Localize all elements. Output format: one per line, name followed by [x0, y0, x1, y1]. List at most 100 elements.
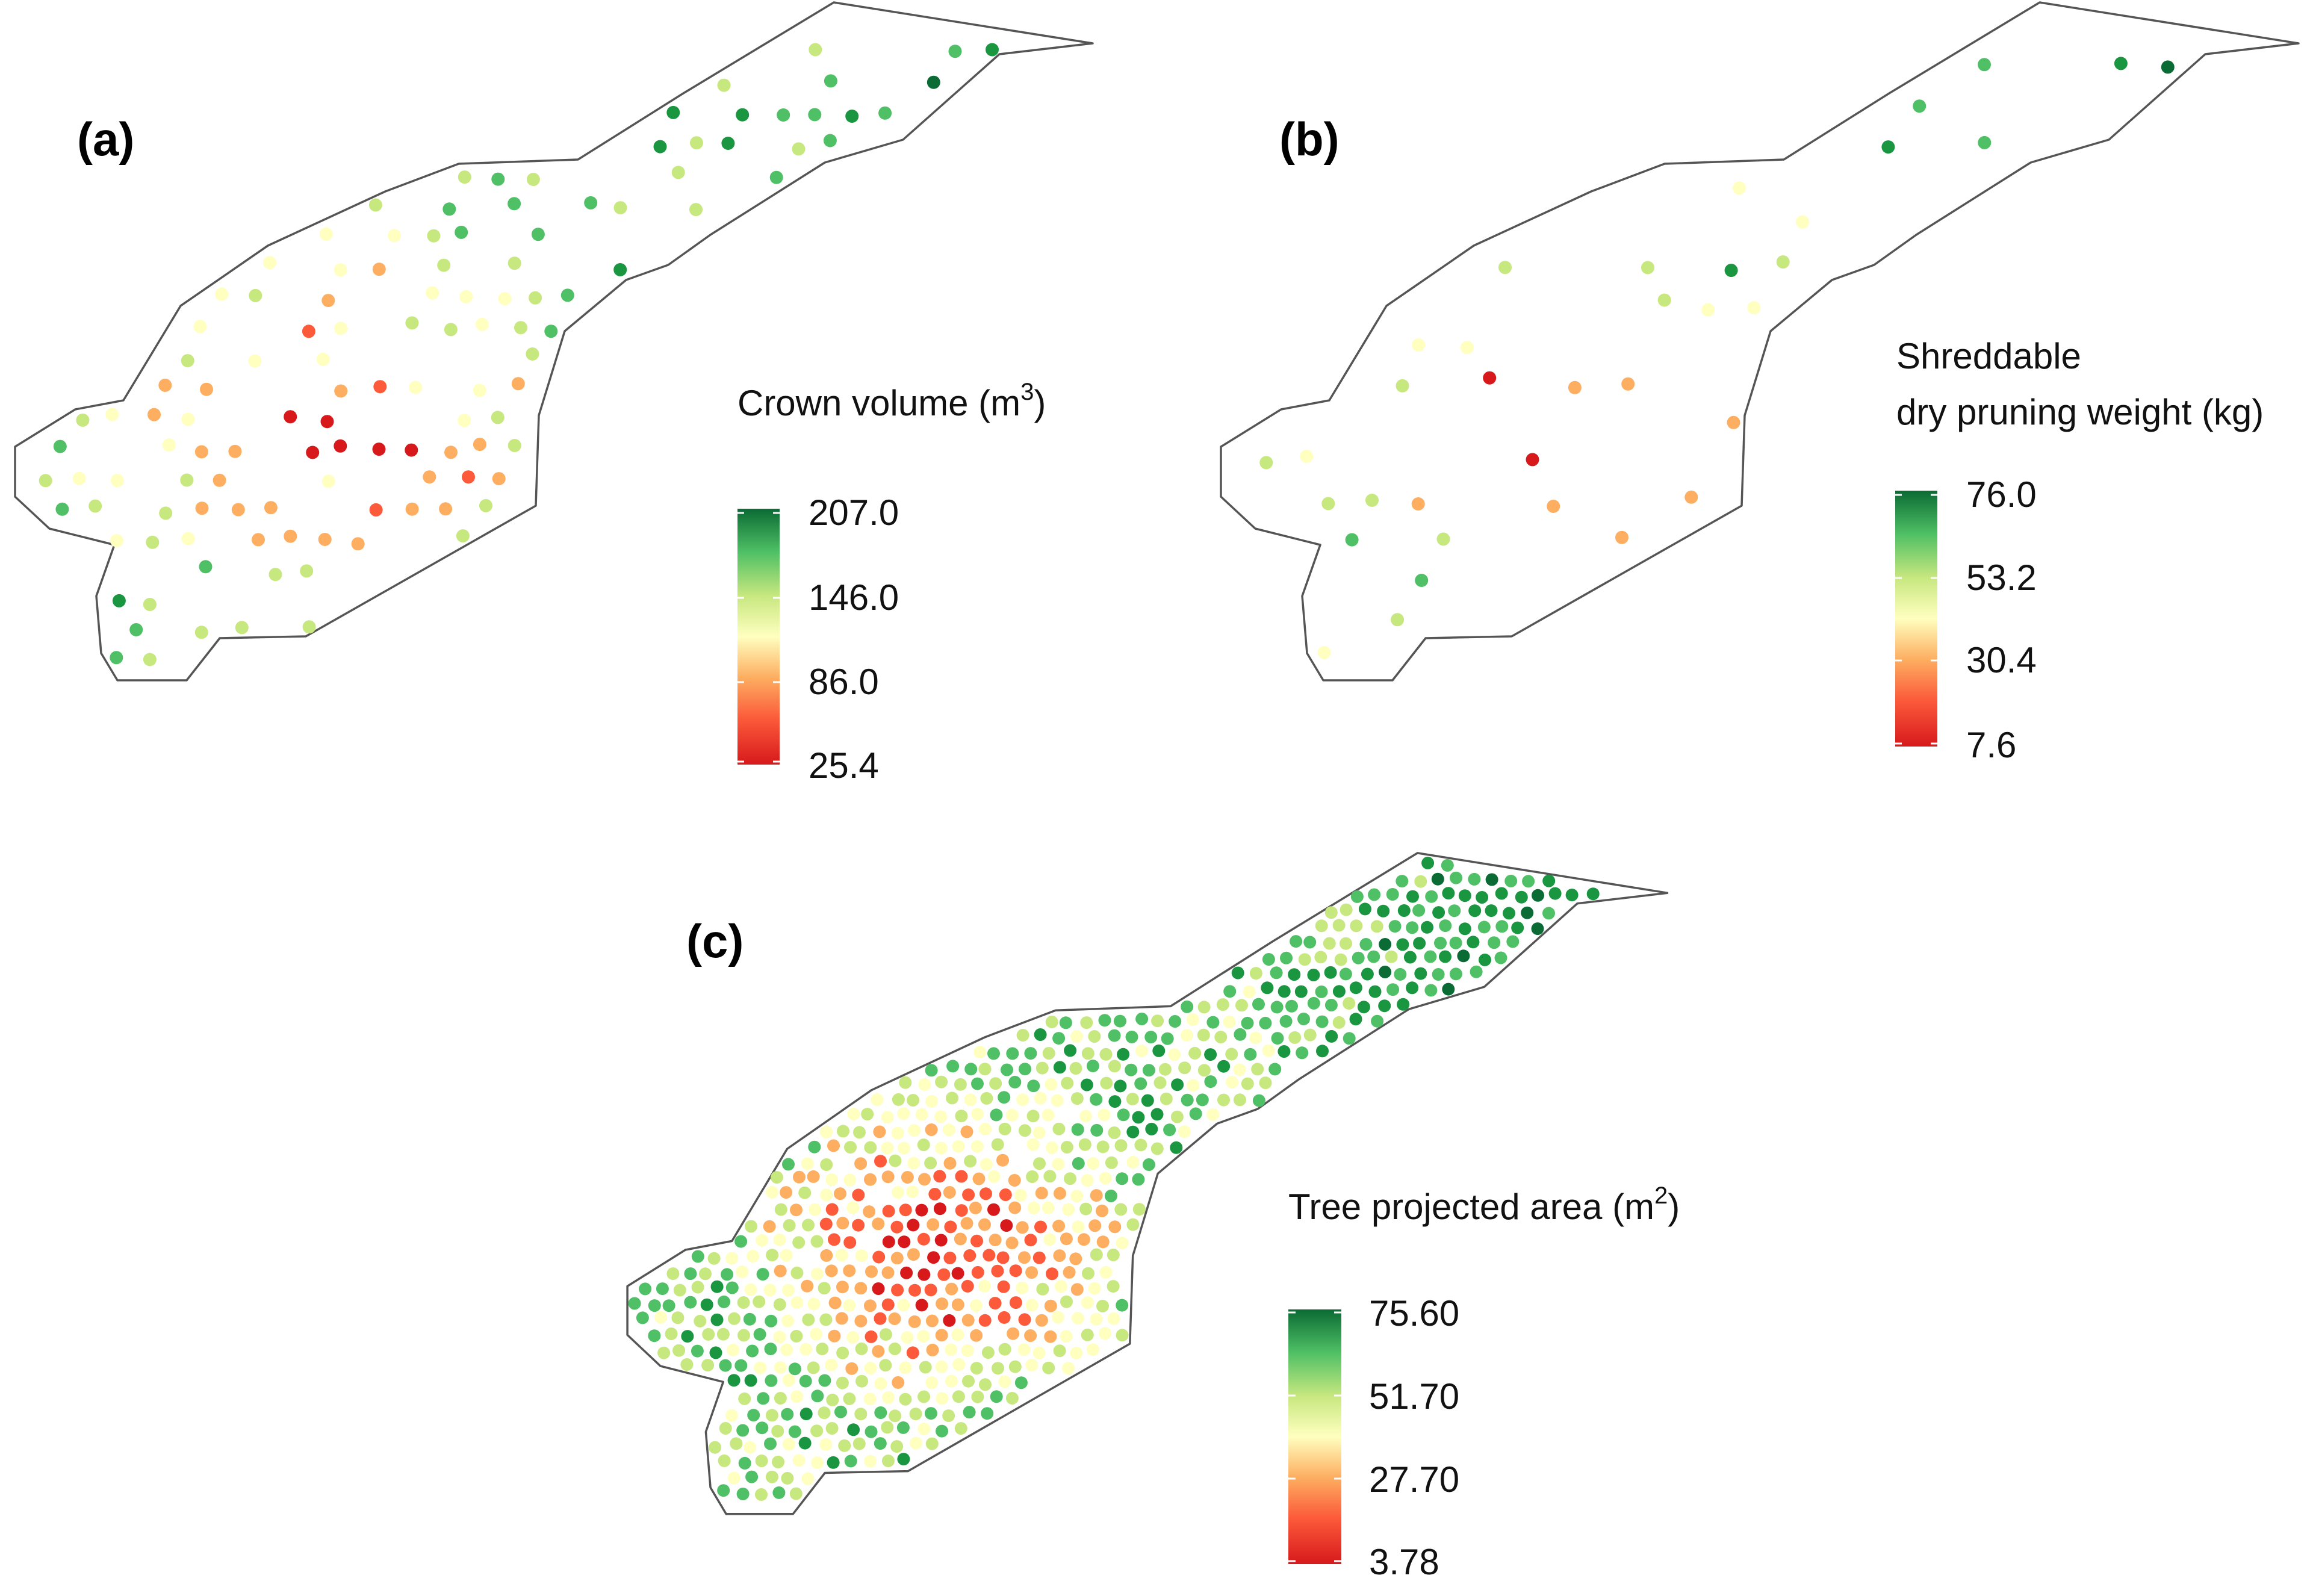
panel-c-tree-point: [790, 1296, 804, 1309]
panel-c-tree-point: [1270, 966, 1283, 980]
panel-c-tree-point: [1046, 1267, 1058, 1281]
panel-c-tree-point: [766, 1249, 779, 1262]
panel-c-tree-point: [1217, 1060, 1231, 1073]
panel-c-tree-point: [793, 1170, 806, 1184]
panel-a-tree-point: [110, 651, 123, 665]
panel-c-tree-point: [1099, 1048, 1113, 1061]
panel-c-tree-point: [964, 1093, 977, 1107]
panel-c-tree-point: [773, 1331, 786, 1344]
panel-c-tree-point: [1045, 1016, 1058, 1028]
panel-c-tree-point: [924, 1284, 937, 1297]
panel-c-tree-point: [1252, 998, 1265, 1011]
panel-c-tree-point: [747, 1409, 760, 1422]
panel-c-tree-point: [825, 1173, 839, 1186]
panel-c-tree-point: [1042, 1361, 1055, 1374]
panel-a-tree-point: [514, 321, 527, 335]
panel-a-tree-point: [444, 446, 458, 459]
panel-a-tree-point: [473, 438, 486, 452]
panel-c-tree-point: [935, 1329, 948, 1342]
panel-c-tree-point: [1367, 950, 1380, 963]
panel-a-tree-point: [437, 258, 451, 272]
panel-c-tree-point: [1470, 965, 1483, 978]
panel-c-tree-point: [819, 1438, 833, 1451]
panel-a-tree-point: [215, 287, 229, 301]
panel-c-tree-point: [864, 1455, 877, 1468]
panel-b-tick-2: 53.2: [1966, 557, 2037, 598]
panel-c-tree-point: [736, 1424, 750, 1437]
panel-c-tree-point: [1116, 1329, 1129, 1342]
panel-c-tree-point: [1116, 1299, 1129, 1312]
panel-c-tree-point: [998, 1343, 1011, 1356]
panel-b-tree-point: [1733, 181, 1746, 195]
panel-c-tree-point: [1251, 1063, 1264, 1076]
panel-c-tree-point: [1116, 1237, 1129, 1250]
panel-c-tree-point: [1125, 1030, 1138, 1043]
panel-c-tree-point: [1178, 1061, 1191, 1075]
panel-a-tree-point: [334, 439, 347, 453]
panel-c-tree-point: [765, 1374, 778, 1387]
panel-c-tree-point: [987, 1170, 1001, 1183]
panel-c-tree-point: [899, 1393, 912, 1406]
panel-c-tree-point: [1488, 936, 1501, 949]
panel-c-tree-point: [684, 1296, 697, 1309]
panel-c-tree-point: [970, 1299, 983, 1312]
panel-c-tree-point: [1054, 1187, 1066, 1200]
panel-c-tree-point: [863, 1205, 876, 1219]
panel-c-tree-point: [1315, 919, 1328, 933]
panel-c-tree-point: [864, 1141, 877, 1154]
panel-c-tree-point: [1014, 1376, 1028, 1390]
panel-c-tree-point: [782, 1374, 795, 1386]
panel-c-tree-point: [1204, 1048, 1217, 1061]
panel-c-tree-point: [1168, 1048, 1181, 1061]
panel-c-tree-point: [1511, 921, 1524, 934]
panel-a-tree-point: [321, 294, 335, 308]
panel-c-tree-point: [1378, 999, 1391, 1013]
panel-c-tree-point: [654, 1311, 668, 1324]
panel-a-tree-point: [717, 78, 731, 92]
panel-c-tree-point: [756, 1421, 769, 1435]
panel-c-tree-point: [1241, 1016, 1254, 1029]
panel-c-tree-point: [1086, 1060, 1099, 1073]
panel-c-tree-point: [936, 1297, 949, 1311]
panel-c-tree-point: [1271, 1032, 1284, 1045]
panel-c-tree-point: [1070, 1283, 1084, 1296]
panel-c-tree-point: [818, 1406, 831, 1420]
panel-c-tree-point: [818, 1282, 831, 1295]
panel-a-label: (a): [77, 113, 134, 166]
panel-c-tree-point: [910, 1436, 922, 1450]
panel-c-tree-point: [1032, 1346, 1046, 1359]
panel-c-tick-max: 75.60: [1369, 1293, 1459, 1334]
panel-a-tree-point: [508, 256, 521, 270]
panel-c-tree-point: [1132, 1173, 1145, 1186]
panel-c-tree-point: [952, 1390, 965, 1403]
panel-c-tree-point: [783, 1219, 796, 1232]
panel-a-tree-point: [388, 229, 402, 243]
panel-c-tree-point: [917, 1232, 930, 1246]
panel-c-tree-point: [873, 1125, 886, 1138]
panel-c-tree-point: [1323, 937, 1336, 950]
panel-c-tree-point: [987, 1203, 1000, 1216]
panel-c-tree-point: [954, 1078, 967, 1091]
panel-c-tree-point: [725, 1252, 739, 1265]
panel-c-tree-point: [927, 1251, 940, 1264]
panel-c-tree-point: [1515, 890, 1528, 904]
panel-c-tree-point: [1307, 996, 1320, 1010]
panel-c-tree-point: [998, 1311, 1011, 1324]
panel-c-tree-point: [753, 1327, 766, 1341]
panel-c-tree-point: [1359, 938, 1373, 951]
panel-c-tree-point: [854, 1157, 868, 1170]
panel-c-tree-point: [970, 1362, 983, 1375]
panel-c-tree-point: [1025, 1266, 1039, 1279]
panel-a-tree-point: [584, 196, 598, 210]
panel-a-tree-point: [824, 74, 837, 88]
panel-c-tree-point: [774, 1264, 787, 1278]
panel-c-tree-point: [855, 1249, 868, 1262]
panel-c-tree-point: [1104, 1190, 1117, 1202]
panel-c-tree-point: [743, 1312, 756, 1326]
panel-c-tree-point: [1088, 1219, 1102, 1232]
panel-c-tree-point: [951, 1298, 964, 1311]
panel-c-tree-point: [971, 1390, 984, 1403]
panel-c-tree-point: [1134, 1138, 1147, 1152]
panel-c-tree-point: [1196, 1093, 1209, 1107]
